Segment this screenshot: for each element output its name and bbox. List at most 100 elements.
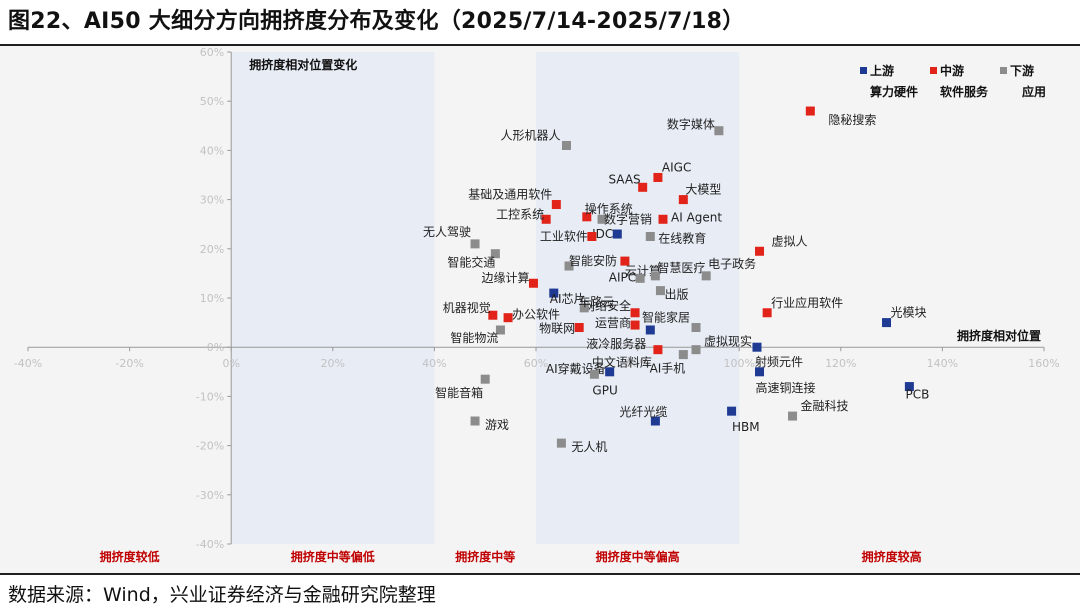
point-marker	[650, 271, 660, 281]
point-label: 金融科技	[801, 398, 849, 413]
point-marker	[549, 288, 559, 298]
y-axis-title: 拥挤度相对位置变化	[249, 57, 357, 72]
scatter-chart: 拥挤度较低 拥挤度中等偏低 拥挤度中等 拥挤度中等偏高 拥挤度较高 -40% -20% 0%…	[14, 46, 1060, 564]
point-marker	[620, 256, 630, 266]
point-label: HBM	[732, 420, 760, 434]
point-label: 运营商	[595, 315, 631, 330]
x-tick-label-1: -20%	[115, 357, 143, 370]
point-label: 智慧医疗	[657, 260, 705, 275]
x-tick-label-4: 40%	[422, 357, 446, 370]
x-tick-label-5: 60%	[524, 357, 548, 370]
y-tick-label-8: -20%	[196, 440, 224, 453]
x-tick-label-3: 20%	[321, 357, 345, 370]
point-marker	[582, 212, 592, 222]
point-label: 光模块	[891, 306, 927, 320]
point-marker	[630, 308, 640, 318]
legend-sub-0: 算力硬件	[870, 84, 918, 99]
point-marker	[701, 271, 711, 281]
point-label: 射频元件	[755, 354, 803, 369]
point-label: 工业软件	[540, 230, 588, 244]
point-marker	[490, 249, 500, 259]
x-tick-label-10: 160%	[1028, 357, 1059, 370]
point-label: 智能音箱	[435, 385, 483, 400]
legend-name-0: 上游	[870, 63, 894, 78]
point-label: 数字媒体	[667, 117, 715, 132]
point-label: AIGC	[662, 160, 691, 174]
point-marker	[755, 246, 765, 256]
point-label: 智能交通	[447, 255, 495, 270]
point-label: 液冷服务器	[586, 336, 646, 351]
x-tick-label-0: -40%	[14, 357, 42, 370]
point-marker	[587, 232, 597, 241]
point-marker	[635, 273, 645, 283]
zone-band-3	[536, 52, 740, 544]
point-marker	[650, 416, 660, 426]
point-label: 机器视觉	[443, 300, 491, 315]
point-marker	[904, 382, 914, 392]
point-marker	[752, 342, 762, 352]
point-marker	[597, 214, 607, 224]
point-label: 办公软件	[512, 307, 560, 322]
point-label: PCB	[906, 388, 930, 402]
point-label: 智能安防	[569, 253, 617, 268]
point-marker	[574, 323, 584, 333]
point-label: 智能家居	[642, 310, 690, 325]
point-marker	[645, 325, 655, 335]
point-label: GPU	[592, 383, 617, 397]
legend-sub-2: 应用	[1022, 84, 1046, 99]
chart-area: 拥挤度较低 拥挤度中等偏低 拥挤度中等 拥挤度中等偏高 拥挤度较高 -40% -20% 0%…	[0, 46, 1080, 573]
legend-name-2: 下游	[1010, 63, 1034, 78]
point-label: 在线教育	[658, 231, 706, 246]
x-tick-label-7: 100%	[723, 357, 754, 370]
point-marker	[488, 310, 498, 320]
point-marker	[503, 313, 513, 323]
point-marker	[470, 239, 480, 249]
point-marker	[653, 345, 663, 355]
point-label: 虚拟人	[772, 234, 808, 248]
point-marker	[551, 200, 561, 210]
y-tick-label-4: 20%	[200, 243, 224, 256]
point-marker	[638, 182, 648, 192]
footer-divider	[0, 573, 1080, 575]
point-label: 人形机器人	[500, 128, 560, 142]
legend-swatch-0	[860, 67, 867, 74]
point-label: 网络安全	[583, 298, 631, 313]
zone-label-3: 拥挤度中等偏高	[596, 549, 680, 564]
y-tick-label-0: 60%	[200, 46, 224, 59]
point-marker	[658, 214, 668, 224]
point-label: 基础及通用软件	[468, 188, 552, 202]
point-marker	[561, 140, 571, 150]
legend-swatch-2	[1000, 67, 1007, 74]
point-label: 操作系统	[585, 201, 633, 216]
point-label: SAAS	[608, 172, 640, 186]
zone-label-0: 拥挤度较低	[100, 549, 160, 564]
point-marker	[727, 406, 737, 416]
point-marker	[653, 172, 663, 182]
point-marker	[691, 323, 701, 333]
point-label: 智能物流	[450, 330, 498, 345]
point-label: 出版	[664, 288, 688, 302]
zone-label-1: 拥挤度中等偏低	[291, 549, 375, 564]
legend-swatch-1	[930, 67, 937, 74]
point-label: 车路云	[578, 294, 614, 309]
zone-label-2: 拥挤度中等	[455, 549, 515, 564]
point-marker	[470, 416, 480, 426]
point-marker	[691, 345, 701, 355]
point-marker	[678, 350, 688, 360]
y-tick-label-9: -30%	[196, 489, 224, 502]
x-tick-label-6: 80%	[625, 357, 649, 370]
point-label: 虚拟现实	[704, 334, 752, 349]
figure-title: 图22、AI50 大细分方向拥挤度分布及变化（2025/7/14-2025/7/…	[8, 9, 745, 34]
point-label: 游戏	[485, 418, 509, 432]
point-marker	[579, 303, 589, 313]
x-tick-label-8: 120%	[825, 357, 856, 370]
y-tick-label-5: 10%	[200, 292, 224, 305]
point-label: AI Agent	[671, 210, 722, 224]
data-points: PCB光模块HBM光纤光缆射频元件高速铜连接AI芯片IDC液冷服务器AI穿戴设备…	[423, 106, 930, 454]
zone-bands: 拥挤度较低 拥挤度中等偏低 拥挤度中等 拥挤度中等偏高 拥挤度较高	[100, 52, 922, 564]
point-label: 边缘计算	[481, 270, 529, 285]
point-label: 电子政务	[708, 256, 756, 271]
y-tick-label-2: 40%	[200, 144, 224, 157]
point-marker	[645, 232, 655, 241]
